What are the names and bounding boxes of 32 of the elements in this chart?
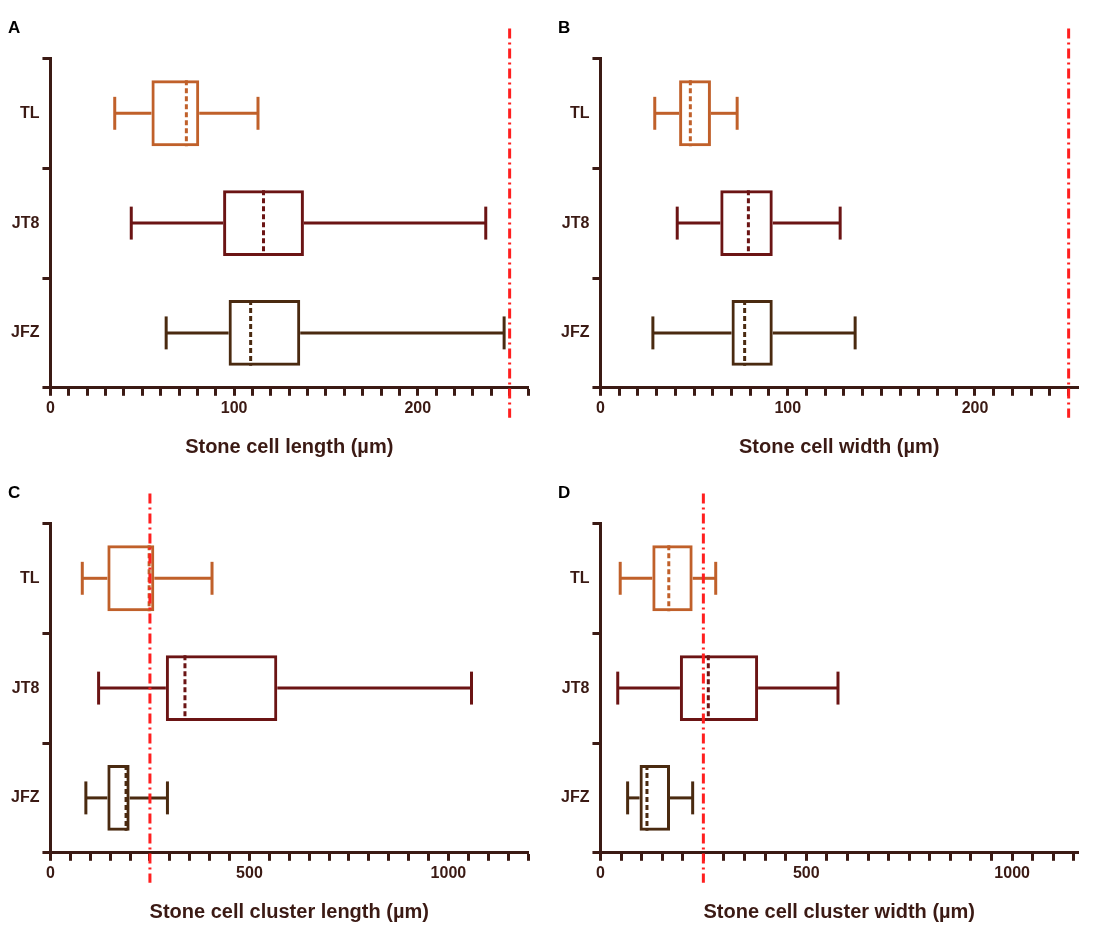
y-tick-label: JT8 — [11, 213, 40, 231]
x-tick-label: 0 — [595, 863, 605, 881]
y-tick-label: JFZ — [10, 788, 40, 806]
y-tick-label: JT8 — [561, 678, 590, 696]
x-tick-label: 0 — [595, 398, 605, 416]
x-tick-label: 100 — [220, 398, 248, 416]
x-tick-label: 200 — [961, 398, 989, 416]
x-tick-label: 500 — [236, 863, 263, 881]
chart-title: D — [558, 482, 571, 502]
chart-title: C — [8, 482, 21, 502]
y-tick-label: JT8 — [11, 678, 40, 696]
x-axis-title: Stone cell cluster width (µm) — [703, 899, 975, 922]
x-tick-label: 100 — [774, 398, 802, 416]
x-tick-label: 1000 — [994, 863, 1031, 881]
y-tick-label: TL — [569, 568, 590, 586]
y-tick-label: TL — [19, 103, 40, 121]
y-tick-label: JFZ — [560, 788, 590, 806]
y-tick-label: JFZ — [10, 323, 40, 341]
y-tick-label: JFZ — [560, 323, 590, 341]
x-tick-label: 200 — [404, 398, 432, 416]
chart-title: B — [558, 17, 571, 37]
x-axis-title: Stone cell length (µm) — [185, 434, 394, 457]
x-tick-label: 0 — [45, 398, 55, 416]
x-tick-label: 0 — [45, 863, 55, 881]
x-axis-title: Stone cell width (µm) — [739, 434, 940, 457]
x-tick-label: 1000 — [430, 863, 467, 881]
y-tick-label: JT8 — [561, 213, 590, 231]
x-tick-label: 500 — [792, 863, 820, 881]
y-tick-label: TL — [19, 568, 40, 586]
x-axis-title: Stone cell cluster length (µm) — [149, 899, 429, 922]
y-tick-label: TL — [569, 103, 590, 121]
chart-title: A — [8, 17, 21, 37]
